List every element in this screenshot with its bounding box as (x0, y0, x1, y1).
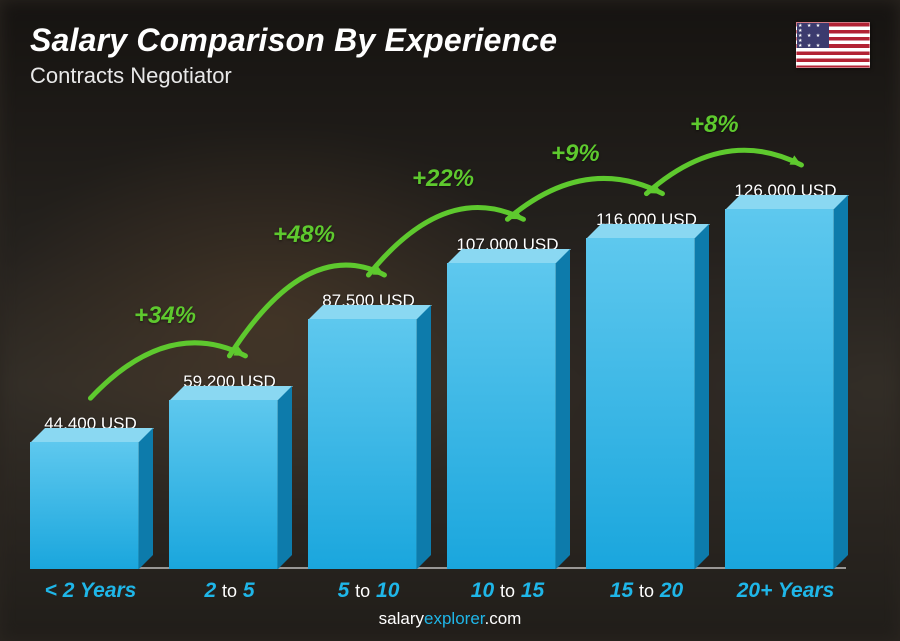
flag-canton: ★ ★ ★ ★★ ★ ★ ★★ ★ ★ ★★ ★ ★ ★★ ★ ★ ★ (797, 23, 829, 48)
bar-side-face (834, 195, 848, 569)
us-flag-icon: ★ ★ ★ ★★ ★ ★ ★★ ★ ★ ★★ ★ ★ ★★ ★ ★ ★ (796, 22, 870, 68)
bar-front-face (586, 238, 695, 569)
content-layer: Salary Comparison By Experience Contract… (0, 0, 900, 641)
bar-top-face (587, 224, 710, 238)
bar-top-face (309, 305, 432, 319)
bar-front-face (447, 263, 556, 569)
bar (725, 209, 846, 569)
bar-front-face (30, 442, 139, 569)
bar (30, 442, 151, 569)
increase-label: +48% (273, 221, 335, 249)
bar-front-face (308, 319, 417, 569)
bar (586, 238, 707, 569)
bar-top-face (726, 195, 849, 209)
bar-side-face (556, 249, 570, 569)
footer-post: .com (485, 609, 522, 628)
bar-slot: 126,000 USD20+ Years (725, 181, 846, 569)
footer-mid: explorer (424, 609, 484, 628)
bar (447, 263, 568, 569)
increase-label: +9% (551, 140, 600, 168)
bar-top-face (170, 386, 293, 400)
bar-slot: 116,000 USD15 to 20 (586, 210, 707, 569)
bar-side-face (278, 386, 292, 569)
bar-front-face (169, 400, 278, 569)
bar-slot: 59,200 USD2 to 5 (169, 372, 290, 569)
increase-label: +34% (134, 302, 196, 330)
bar-slot: 87,500 USD5 to 10 (308, 291, 429, 569)
bar-side-face (139, 428, 153, 569)
page-subtitle: Contracts Negotiator (30, 63, 870, 89)
footer-pre: salary (379, 609, 424, 628)
footer-brand: salaryexplorer.com (0, 609, 900, 629)
page-title: Salary Comparison By Experience (30, 22, 870, 59)
increase-label: +22% (412, 165, 474, 193)
bar-category-label: 20+ Years (701, 579, 870, 603)
bar-top-face (31, 428, 154, 442)
bar (308, 319, 429, 569)
increase-label: +8% (690, 111, 739, 139)
bar-front-face (725, 209, 834, 569)
bar-top-face (448, 249, 571, 263)
bar (169, 400, 290, 569)
bar-slot: 107,000 USD10 to 15 (447, 235, 568, 569)
bar-side-face (695, 224, 709, 569)
bar-side-face (417, 305, 431, 569)
bar-slot: 44,400 USD< 2 Years (30, 414, 151, 569)
